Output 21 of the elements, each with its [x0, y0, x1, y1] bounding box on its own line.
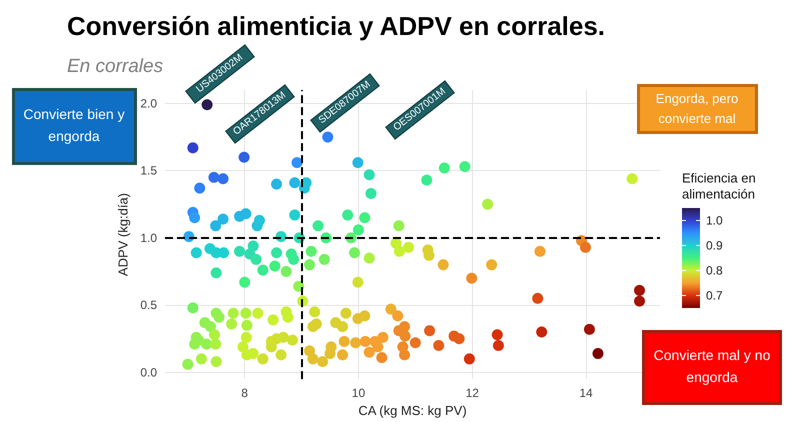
y-tick-label: 0.0 [140, 365, 158, 380]
chart-title: Conversión alimenticia y ADPV en corrales. [67, 11, 606, 41]
x-tick-label: 10 [352, 386, 366, 400]
color-bar-label: 1.0 [706, 214, 724, 228]
y-tick-label: 0.5 [140, 298, 158, 312]
x-tick-label: 12 [466, 386, 480, 400]
color-bar-label: 0.7 [706, 288, 724, 302]
y-tick-label: 1.0 [140, 230, 158, 245]
text-box: Convierte mal y no engorda [642, 330, 782, 404]
text-box: Convierte bien y engorda [12, 88, 136, 164]
color-bar-title: Eficiencia en alimentación [682, 170, 760, 202]
y-axis-title: ADPV (kg:día) [115, 193, 130, 276]
color-bar-label: 0.9 [706, 238, 724, 252]
y-tick-label: 1.5 [140, 164, 158, 178]
x-tick-label: 14 [579, 386, 594, 400]
chart-subtitle: En corrales [67, 56, 164, 77]
color-bar-label: 0.8 [706, 264, 724, 278]
text-box: Engorda, pero convierte mal [636, 84, 758, 134]
x-axis-title: CA (kg MS: kg PV) [358, 403, 467, 418]
y-tick-label: 2.0 [140, 96, 158, 110]
x-tick-label: 8 [241, 386, 248, 400]
